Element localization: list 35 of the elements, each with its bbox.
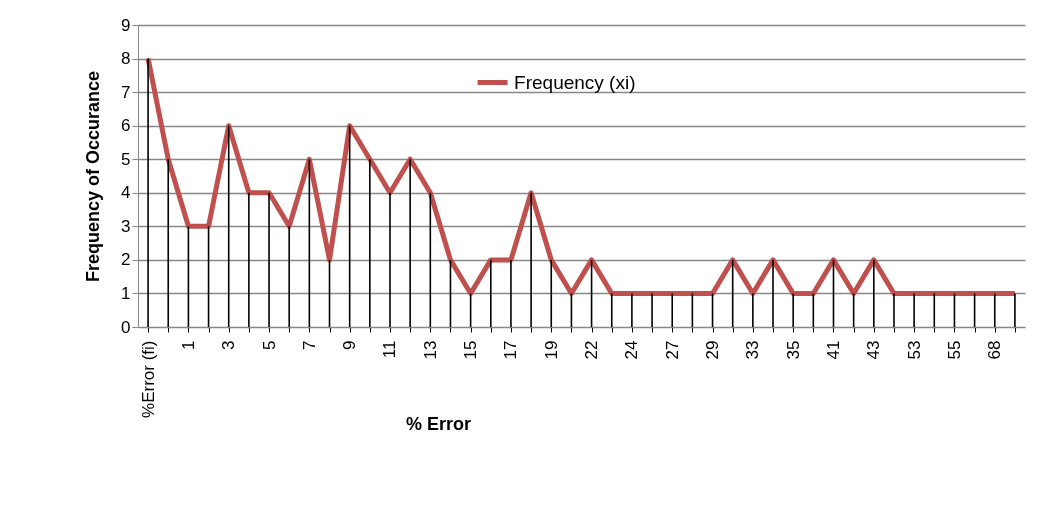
x-tick-label: 13 <box>420 340 440 360</box>
y-tick-label: 7 <box>121 82 131 102</box>
y-tick-label: 8 <box>121 49 131 69</box>
x-tick-label: 68 <box>985 340 1005 360</box>
legend-label: Frequency (xi) <box>514 71 636 93</box>
x-tick-label: 53 <box>904 340 924 360</box>
y-tick-label: 5 <box>121 149 131 169</box>
x-tick-label: 35 <box>783 340 803 360</box>
x-tick-label: 7 <box>299 340 319 350</box>
x-tick-label: 3 <box>219 340 239 350</box>
y-tick-label: 6 <box>121 116 131 136</box>
y-tick-label: 1 <box>121 283 131 303</box>
x-tick-label: %Error (fi) <box>138 340 158 418</box>
x-tick-label: 27 <box>662 340 682 360</box>
x-tick-label: 29 <box>703 340 723 360</box>
x-axis-title: % Error <box>405 413 472 434</box>
x-tick-label: 15 <box>461 340 481 360</box>
x-tick-label: 9 <box>340 340 360 350</box>
x-tick-label: 22 <box>582 340 602 360</box>
x-tick-label: 24 <box>622 340 642 360</box>
x-tick-label: 41 <box>823 340 843 360</box>
y-tick-label: 4 <box>121 183 131 203</box>
x-tick-label: 1 <box>178 340 198 350</box>
x-tick-label: 11 <box>380 340 400 359</box>
y-axis-title: Frequency of Occurance <box>83 70 104 283</box>
y-tick-label: 3 <box>121 216 131 236</box>
y-tick-label: 2 <box>121 250 131 270</box>
y-tick-label: 0 <box>121 317 131 337</box>
x-tick-label: 43 <box>864 340 884 360</box>
x-tick-label: 33 <box>743 340 763 360</box>
x-tick-label: 19 <box>541 340 561 360</box>
x-tick-label: 17 <box>501 340 521 360</box>
x-tick-label: 55 <box>944 340 964 360</box>
y-tick-label: 9 <box>121 15 131 35</box>
x-tick-label: 5 <box>259 340 279 350</box>
